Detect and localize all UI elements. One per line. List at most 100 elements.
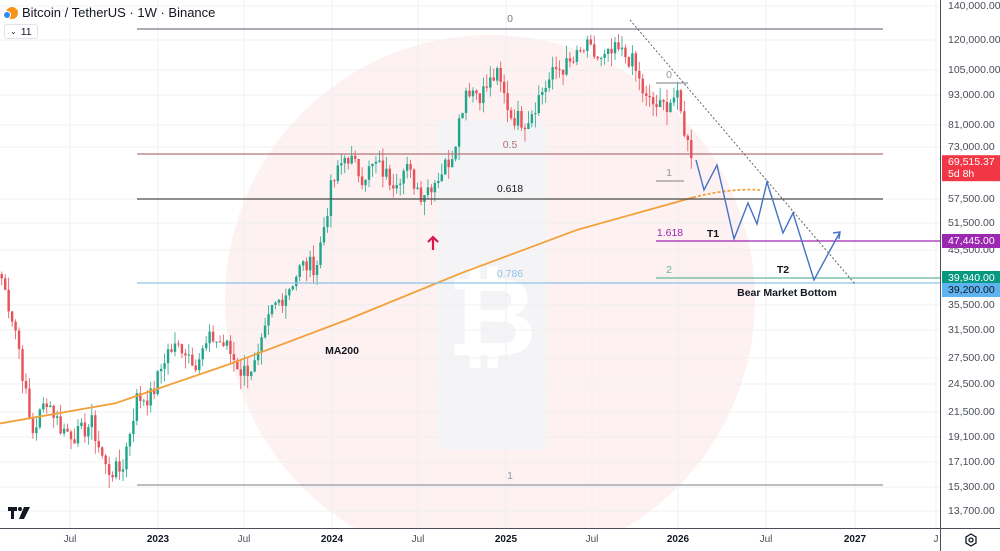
candle-body [634,53,638,71]
candle-body [45,403,48,408]
candle-body [593,44,596,57]
candle-body [204,343,208,349]
price-tick: 17,100.00 [948,456,995,468]
symbol-legend[interactable]: Bitcoin / TetherUS · 1W · Binance [3,5,215,20]
chart-plot-area[interactable]: ₿ 0 0.5 0.618 0.786 1 0 1 1.618 2 [0,0,940,528]
candle-body [38,409,42,428]
candle-body [135,393,139,421]
price-tick: 73,000.00 [948,141,995,153]
candle-body [350,155,353,164]
candle-body [381,160,385,177]
price-tag: 39,940.00 [942,271,1000,285]
candle-body [14,321,17,331]
candle-body [613,42,617,54]
candle-body [620,47,624,50]
candle-body [187,354,191,356]
candle-body [624,47,627,58]
candle-body [336,165,340,182]
candle-body [492,77,495,81]
candle-body [267,314,270,326]
candle-body [457,118,461,147]
candle-body [544,87,547,92]
time-axis[interactable]: Jul 2023 Jul 2024 Jul 2025 Jul 2026 Jul 2027 J [0,528,940,551]
downtrend-line [629,19,856,285]
candle-body [49,405,52,408]
candle-body [551,67,554,80]
price-tag: 39,200.00 [942,283,1000,297]
candle-body [537,95,541,114]
candle-body [163,363,166,369]
candle-body [454,146,457,160]
candle-body [395,184,398,189]
candle-body [125,446,128,470]
candle-body [645,93,648,96]
candle-body [31,417,35,434]
candle-body [288,289,291,296]
candle-body [184,353,187,356]
candle-body [170,349,173,352]
candle-body [499,68,502,82]
candle-body [94,415,97,441]
candle-body [627,57,631,67]
price-tick: 35,500.00 [948,299,995,311]
fib-level-label: 0.786 [497,268,523,280]
candle-body [433,182,437,193]
candle-body [315,265,319,276]
projection-arrow-icon [832,231,841,240]
candle-body [475,90,478,94]
candle-body [489,77,492,88]
candle-body [218,341,222,343]
price-tag-value: 39,200.00 [948,284,995,296]
candle-body [295,276,298,287]
candle-body [686,135,690,141]
candle-body [62,428,66,434]
gear-icon [964,533,977,547]
candle-body [322,227,326,243]
price-tick: 51,500.00 [948,217,995,229]
indicators-toggle-button[interactable]: ⌄ 11 [4,24,38,39]
chart-settings-button[interactable] [940,528,1000,551]
time-tick: J [933,534,939,545]
price-axis[interactable]: 140,000.00 120,000.00 105,000.00 93,000.00 8… [940,0,1000,528]
candle-body [229,340,232,355]
candle-body [603,53,606,58]
price-tick: 140,000.00 [948,0,1000,12]
candle-body [527,123,530,130]
time-tick: 2023 [146,534,170,545]
candlestick-chart[interactable]: ₿ 0 0.5 0.618 0.786 1 0 1 1.618 2 [0,0,940,528]
candle-body [426,187,430,196]
projection-path [695,159,841,282]
candle-body [447,159,450,168]
candle-body [21,349,24,381]
candle-body [114,461,118,478]
tradingview-logo[interactable] [8,506,32,523]
candle-body [87,427,90,437]
candle-body [409,164,412,170]
candle-body [97,440,100,448]
candle-body [371,163,374,167]
candle-body [281,299,284,306]
candle-body [586,39,589,52]
candle-body [347,157,350,164]
candle-body [284,295,288,306]
candle-body [502,81,506,94]
candle-body [3,278,7,290]
candle-body [596,56,599,59]
bitcoin-watermark-icon: ₿ [447,256,537,379]
candle-body [177,343,180,345]
candle-body [509,110,513,119]
price-tick: 27,500.00 [948,352,995,364]
candle-body [482,86,485,104]
candle-body [243,365,246,376]
candle-body [565,58,568,75]
candle-body [388,168,392,186]
candle-body [191,354,194,366]
candle-body [107,464,111,475]
candle-body [665,101,669,113]
price-tick: 15,300.00 [948,481,995,493]
tradingview-logo-icon [8,507,30,519]
candle-body [638,70,641,79]
time-tick: Jul [411,534,425,545]
candle-body [121,469,125,472]
